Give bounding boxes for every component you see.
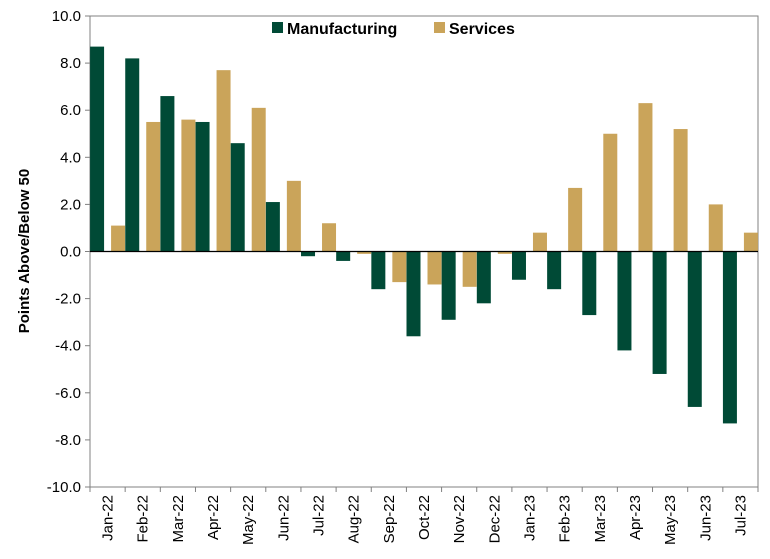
bar-manufacturing-dec-22 bbox=[476, 251, 491, 304]
legend-swatch-services bbox=[434, 22, 445, 33]
bar-manufacturing-apr-23 bbox=[617, 251, 632, 351]
x-tick-label: Jun-23 bbox=[697, 495, 714, 541]
y-tick-label: -8.0 bbox=[55, 432, 81, 449]
legend-label-services: Services bbox=[449, 21, 515, 38]
y-tick-label: 10.0 bbox=[52, 8, 81, 25]
x-tick-label: Sep-22 bbox=[381, 495, 398, 543]
bar-services-jan-23 bbox=[532, 232, 547, 252]
x-tick-label: Feb-23 bbox=[557, 495, 574, 543]
bar-manufacturing-may-23 bbox=[652, 251, 667, 374]
y-tick-label: 8.0 bbox=[60, 55, 81, 72]
bar-services-jun-23 bbox=[708, 204, 723, 252]
legend-label-manufacturing: Manufacturing bbox=[287, 21, 397, 38]
bar-manufacturing-nov-22 bbox=[441, 251, 456, 320]
y-tick-label: -4.0 bbox=[55, 338, 81, 355]
bar-services-oct-22 bbox=[427, 251, 442, 285]
x-tick-label: Apr-22 bbox=[205, 495, 222, 540]
bar-manufacturing-oct-22 bbox=[406, 251, 421, 337]
x-tick-label: May-23 bbox=[662, 495, 679, 545]
bar-services-feb-23 bbox=[568, 187, 583, 252]
bar-services-mar-22 bbox=[181, 119, 196, 252]
y-tick-label: -10.0 bbox=[47, 479, 81, 496]
x-tick-label: Jul-22 bbox=[311, 495, 328, 536]
y-tick-label: -2.0 bbox=[55, 291, 81, 308]
x-tick-label: Nov-22 bbox=[451, 495, 468, 543]
x-tick-label: Jun-22 bbox=[275, 495, 292, 541]
x-tick-label: Mar-22 bbox=[170, 495, 187, 543]
bar-services-jul-22 bbox=[322, 223, 337, 252]
bar-manufacturing-jun-22 bbox=[265, 202, 280, 252]
bar-manufacturing-aug-22 bbox=[336, 251, 351, 261]
x-tick-label: Apr-23 bbox=[627, 495, 644, 540]
legend-swatch-manufacturing bbox=[272, 22, 283, 33]
bar-services-nov-22 bbox=[462, 251, 477, 287]
bar-services-dec-22 bbox=[497, 251, 512, 254]
x-tick-label: Jan-23 bbox=[521, 495, 538, 541]
bar-services-may-23 bbox=[673, 129, 688, 252]
x-tick-label: Oct-22 bbox=[416, 495, 433, 540]
bar-manufacturing-may-22 bbox=[230, 143, 245, 252]
legend: Manufacturing Services bbox=[272, 21, 515, 38]
bar-services-sep-22 bbox=[392, 251, 407, 283]
bar-manufacturing-jun-23 bbox=[687, 251, 702, 407]
bar-manufacturing-mar-22 bbox=[160, 96, 175, 252]
bar-services-aug-22 bbox=[357, 251, 372, 254]
x-tick-label: Jul-23 bbox=[732, 495, 749, 536]
bar-manufacturing-jul-22 bbox=[301, 251, 316, 257]
y-tick-label: 6.0 bbox=[60, 102, 81, 119]
bar-services-jun-22 bbox=[286, 180, 301, 252]
bar-services-apr-23 bbox=[638, 103, 653, 252]
x-tick-label: Jan-22 bbox=[100, 495, 117, 541]
y-tick-label: -6.0 bbox=[55, 385, 81, 402]
bar-manufacturing-jan-23 bbox=[511, 251, 526, 280]
bar-manufacturing-feb-22 bbox=[125, 58, 140, 252]
x-tick-label: Aug-22 bbox=[346, 495, 363, 543]
x-tick-label: Dec-22 bbox=[486, 495, 503, 543]
bar-manufacturing-sep-22 bbox=[371, 251, 386, 290]
y-tick-label: 4.0 bbox=[60, 149, 81, 166]
y-tick-label: 0.0 bbox=[60, 244, 81, 261]
x-tick-label: Feb-22 bbox=[135, 495, 152, 543]
bar-manufacturing-mar-23 bbox=[582, 251, 597, 316]
y-tick-label: 2.0 bbox=[60, 196, 81, 213]
bar-services-may-22 bbox=[251, 107, 266, 252]
bar-services-apr-22 bbox=[216, 70, 231, 252]
bar-manufacturing-jul-23 bbox=[722, 251, 737, 424]
bar-manufacturing-jan-22 bbox=[90, 46, 105, 252]
bar-services-jan-22 bbox=[111, 225, 126, 252]
x-tick-label: Mar-23 bbox=[592, 495, 609, 543]
plot-area: 10.0 8.0 6.0 4.0 2.0 0.0 -2.0 -4.0 -6.0 -8.0 -10.0… bbox=[47, 8, 759, 545]
bar-services-feb-22 bbox=[146, 121, 161, 252]
bar-services-jul-23 bbox=[743, 232, 758, 252]
bar-manufacturing-feb-23 bbox=[547, 251, 562, 290]
y-axis-title: Points Above/Below 50 bbox=[16, 169, 33, 333]
bar-services-mar-23 bbox=[603, 133, 618, 252]
x-tick-label: May-22 bbox=[240, 495, 257, 545]
bar-manufacturing-apr-22 bbox=[195, 121, 210, 252]
